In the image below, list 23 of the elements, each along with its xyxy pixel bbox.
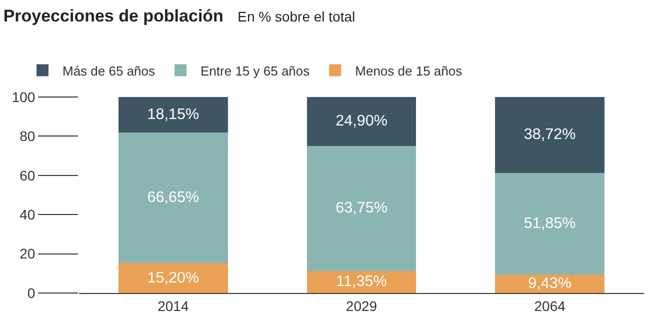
- x-tick-label: 2014: [158, 298, 189, 314]
- legend-label: Más de 65 años: [62, 63, 156, 78]
- y-tick-label: 100: [12, 88, 36, 105]
- y-tick-label: 40: [20, 206, 36, 222]
- y-tick-label: 60: [20, 167, 36, 184]
- legend-label: Menos de 15 años: [355, 63, 463, 78]
- data-label: 9,43%: [528, 275, 572, 292]
- legend-label: Entre 15 y 65 años: [200, 63, 310, 78]
- x-tick-label: 2064: [534, 298, 566, 314]
- y-tick-label: 0: [27, 284, 36, 301]
- data-label: 18,15%: [147, 106, 200, 124]
- data-label: 38,72%: [524, 126, 576, 144]
- data-label: 24,90%: [336, 112, 388, 130]
- y-tick-label: 80: [20, 128, 36, 144]
- data-label: 51,85%: [524, 215, 576, 232]
- chart-subtitle: En % sobre el total: [238, 8, 356, 25]
- y-tick-label: 20: [20, 246, 36, 262]
- data-label: 11,35%: [336, 273, 388, 290]
- data-label: 63,75%: [336, 200, 388, 217]
- data-label: 15,20%: [147, 269, 200, 286]
- x-tick-label: 2029: [346, 298, 378, 314]
- chart-title: Proyecciones de población: [3, 6, 224, 26]
- data-label: 66,65%: [147, 189, 200, 206]
